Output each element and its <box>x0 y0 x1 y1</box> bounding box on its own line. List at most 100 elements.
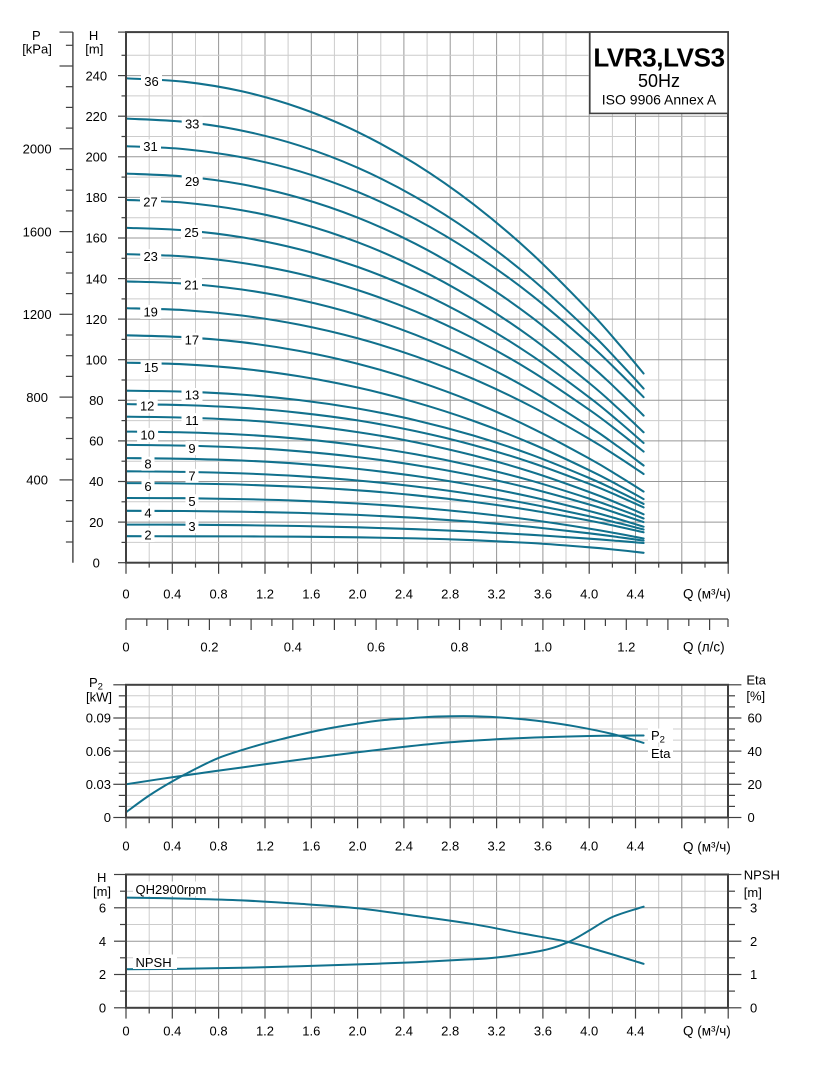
svg-text:1: 1 <box>750 967 757 982</box>
svg-text:2: 2 <box>99 967 106 982</box>
svg-text:2.4: 2.4 <box>395 839 413 854</box>
svg-text:0.06: 0.06 <box>86 744 111 759</box>
svg-text:2.4: 2.4 <box>395 1024 413 1039</box>
svg-text:Q (м³/ч): Q (м³/ч) <box>683 840 731 855</box>
svg-text:240: 240 <box>85 68 107 83</box>
svg-text:140: 140 <box>85 271 107 286</box>
svg-text:2000: 2000 <box>23 142 52 157</box>
svg-text:40: 40 <box>89 474 103 489</box>
svg-text:1.6: 1.6 <box>302 1024 320 1039</box>
svg-text:[%]: [%] <box>746 688 765 703</box>
svg-text:60: 60 <box>89 434 103 449</box>
svg-text:6: 6 <box>99 901 106 916</box>
svg-text:6: 6 <box>144 479 151 494</box>
svg-text:H: H <box>89 28 98 43</box>
svg-text:5: 5 <box>188 494 195 509</box>
svg-text:120: 120 <box>85 312 107 327</box>
svg-text:9: 9 <box>188 441 195 456</box>
svg-text:0.09: 0.09 <box>86 711 111 726</box>
svg-text:29: 29 <box>185 174 199 189</box>
svg-text:0: 0 <box>748 810 755 825</box>
svg-text:1.2: 1.2 <box>617 640 635 655</box>
svg-text:4.0: 4.0 <box>580 839 598 854</box>
svg-text:[kW]: [kW] <box>86 690 112 705</box>
svg-text:1.2: 1.2 <box>256 587 274 602</box>
svg-text:P: P <box>32 28 41 43</box>
svg-text:8: 8 <box>144 456 151 471</box>
svg-text:100: 100 <box>85 352 107 367</box>
svg-text:3: 3 <box>750 901 757 916</box>
svg-text:15: 15 <box>144 360 158 375</box>
svg-text:11: 11 <box>185 413 199 428</box>
svg-text:Eta: Eta <box>746 673 766 688</box>
svg-text:0.6: 0.6 <box>367 640 385 655</box>
svg-text:1.2: 1.2 <box>256 1024 274 1039</box>
svg-text:2.0: 2.0 <box>349 839 367 854</box>
svg-text:3.6: 3.6 <box>534 1024 552 1039</box>
svg-text:0: 0 <box>104 810 111 825</box>
svg-text:220: 220 <box>85 109 107 124</box>
svg-text:800: 800 <box>26 390 48 405</box>
svg-text:1600: 1600 <box>23 224 52 239</box>
svg-text:33: 33 <box>185 117 199 132</box>
svg-text:0.8: 0.8 <box>210 839 228 854</box>
svg-text:0: 0 <box>122 1024 129 1039</box>
svg-text:50Hz: 50Hz <box>638 71 680 91</box>
svg-text:0.8: 0.8 <box>450 640 468 655</box>
svg-text:0.4: 0.4 <box>163 839 181 854</box>
svg-text:400: 400 <box>26 473 48 488</box>
svg-text:2: 2 <box>750 934 757 949</box>
svg-text:1.0: 1.0 <box>534 640 552 655</box>
svg-text:20: 20 <box>748 777 762 792</box>
svg-text:[m]: [m] <box>85 42 103 57</box>
svg-text:2.0: 2.0 <box>349 587 367 602</box>
svg-text:4: 4 <box>99 934 106 949</box>
svg-text:3: 3 <box>188 519 195 534</box>
svg-text:0.2: 0.2 <box>200 640 218 655</box>
svg-text:[kPa]: [kPa] <box>22 42 52 57</box>
svg-text:1200: 1200 <box>23 307 52 322</box>
svg-text:4.4: 4.4 <box>626 839 644 854</box>
svg-text:0: 0 <box>122 640 129 655</box>
svg-text:QH2900rpm: QH2900rpm <box>136 882 207 897</box>
svg-text:0.4: 0.4 <box>284 640 302 655</box>
svg-text:180: 180 <box>85 190 107 205</box>
svg-text:0.03: 0.03 <box>86 777 111 792</box>
svg-text:1.2: 1.2 <box>256 839 274 854</box>
svg-text:3.6: 3.6 <box>534 587 552 602</box>
svg-text:20: 20 <box>89 515 103 530</box>
svg-text:H: H <box>97 870 106 885</box>
svg-text:4.4: 4.4 <box>626 587 644 602</box>
svg-text:3.2: 3.2 <box>488 587 506 602</box>
svg-text:4.4: 4.4 <box>626 1024 644 1039</box>
svg-text:0.4: 0.4 <box>163 1024 181 1039</box>
svg-text:13: 13 <box>185 388 199 403</box>
svg-text:Q (м³/ч): Q (м³/ч) <box>683 1024 731 1039</box>
svg-text:0.4: 0.4 <box>163 587 181 602</box>
svg-text:4.0: 4.0 <box>580 1024 598 1039</box>
svg-text:2.8: 2.8 <box>441 1024 459 1039</box>
svg-text:ISO 9906 Annex A: ISO 9906 Annex A <box>602 92 717 108</box>
svg-text:23: 23 <box>143 249 157 264</box>
svg-text:21: 21 <box>184 278 198 293</box>
svg-text:0.8: 0.8 <box>210 1024 228 1039</box>
svg-text:19: 19 <box>143 305 157 320</box>
svg-text:4.0: 4.0 <box>580 587 598 602</box>
svg-text:7: 7 <box>188 469 195 484</box>
svg-text:NPSH: NPSH <box>136 955 172 970</box>
svg-text:2.0: 2.0 <box>349 1024 367 1039</box>
svg-text:12: 12 <box>140 399 154 414</box>
svg-text:4: 4 <box>144 506 151 521</box>
svg-text:10: 10 <box>140 428 154 443</box>
svg-text:31: 31 <box>143 139 157 154</box>
svg-text:LVR3,LVS3: LVR3,LVS3 <box>593 42 724 72</box>
svg-text:3.6: 3.6 <box>534 839 552 854</box>
svg-text:0.8: 0.8 <box>210 587 228 602</box>
svg-text:40: 40 <box>748 744 762 759</box>
svg-text:25: 25 <box>184 225 198 240</box>
svg-text:160: 160 <box>85 231 107 246</box>
svg-text:17: 17 <box>185 333 199 348</box>
svg-text:80: 80 <box>89 393 103 408</box>
svg-text:36: 36 <box>144 74 158 89</box>
svg-text:[m]: [m] <box>744 885 762 900</box>
